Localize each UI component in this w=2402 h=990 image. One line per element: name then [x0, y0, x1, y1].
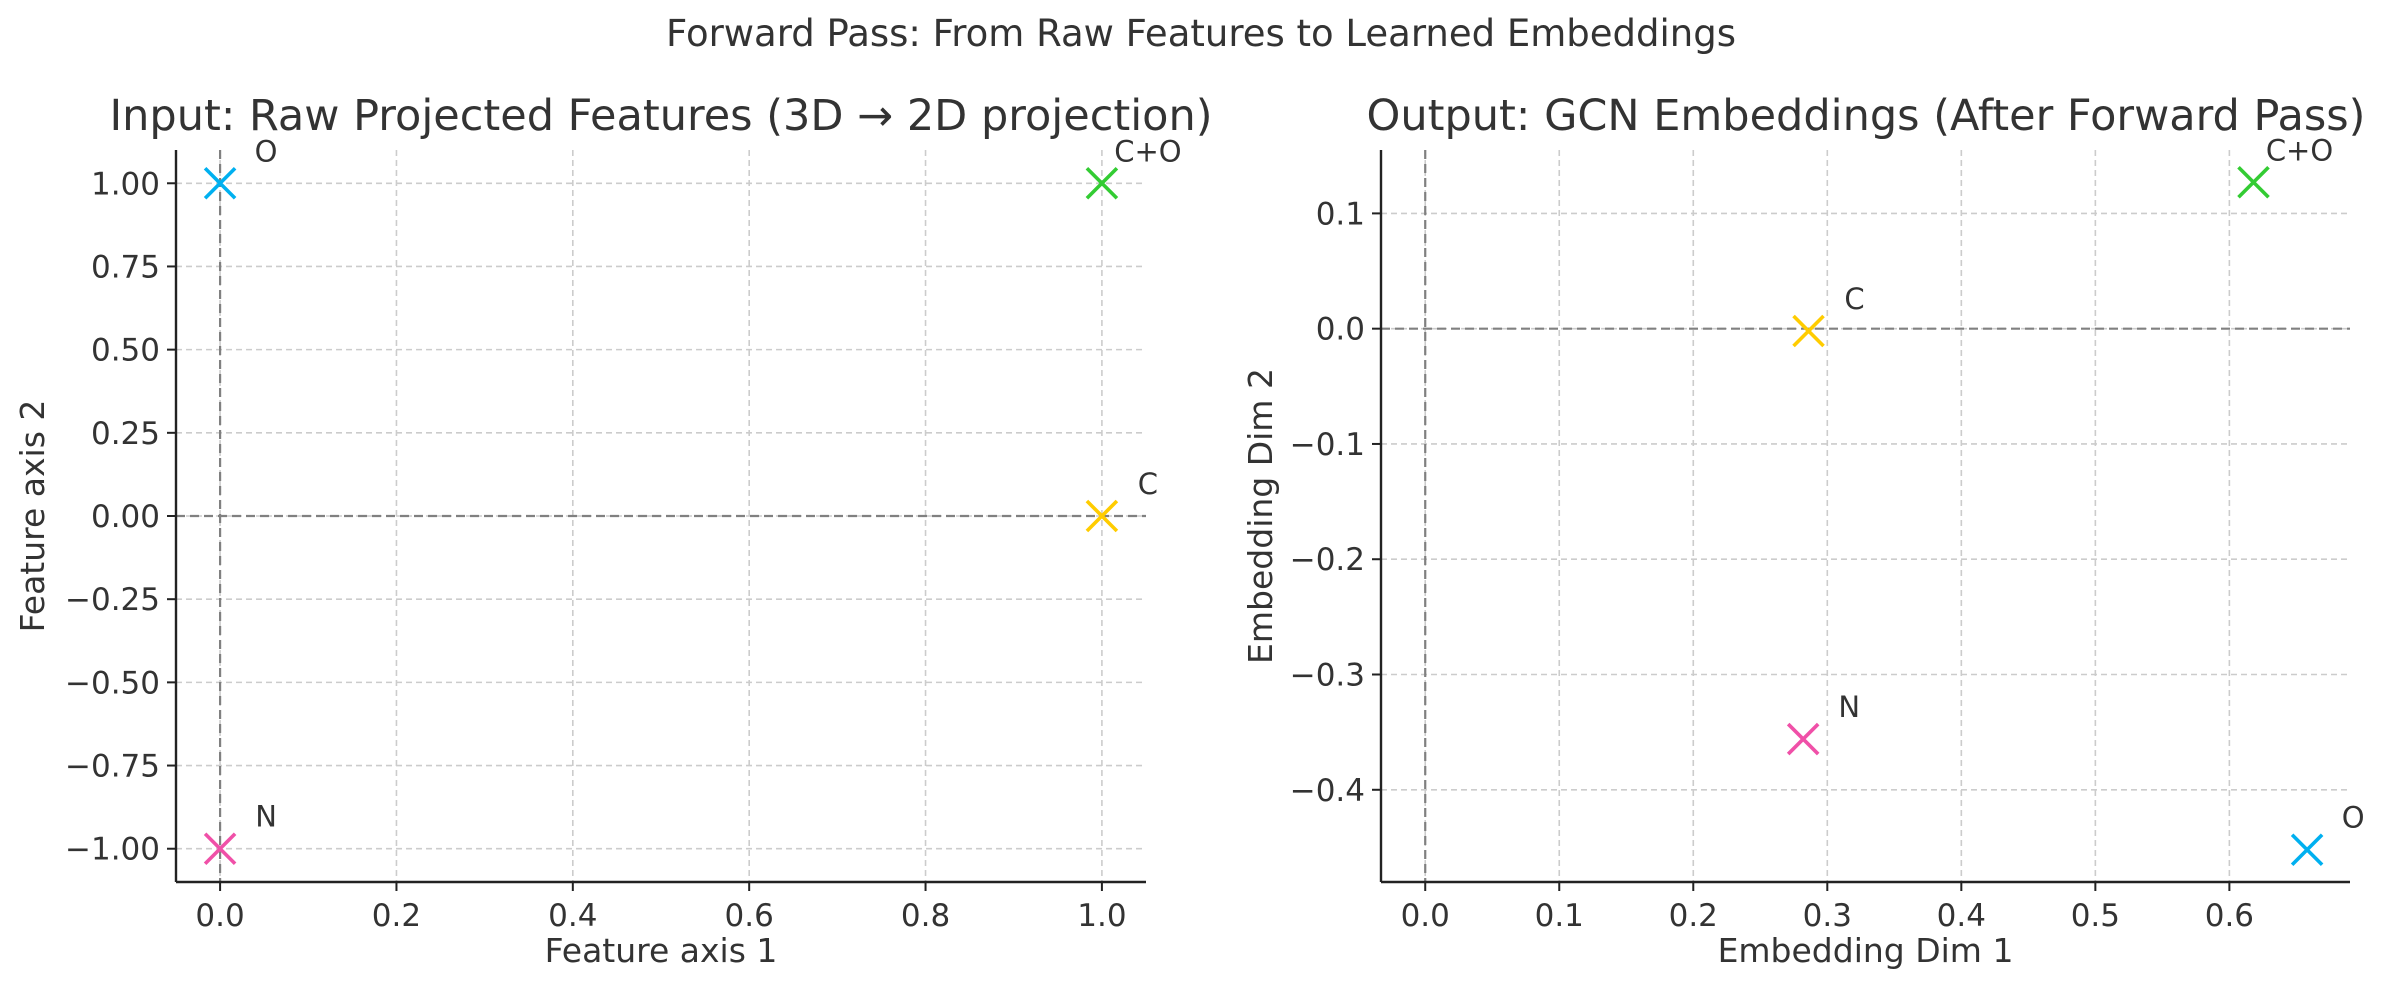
x-axis-label: Embedding Dim 1 — [1718, 931, 2014, 970]
point-label-c-plus-o: C+O — [2266, 133, 2333, 167]
point-marker-c — [1085, 499, 1119, 533]
x-tick-label: 0.0 — [1401, 898, 1450, 934]
point-label-o: O — [255, 134, 278, 168]
y-tick-label: −0.75 — [65, 749, 160, 785]
y-tick-label: −1.00 — [65, 832, 160, 868]
x-tick-label: 0.1 — [1535, 898, 1584, 934]
point-marker-c — [1792, 314, 1825, 348]
y-tick-label: 1.00 — [91, 166, 160, 202]
point-marker-n — [1786, 722, 1820, 756]
grid — [1381, 150, 2350, 882]
x-tick-label: 0.2 — [1669, 898, 1718, 934]
chart-title: Output: GCN Embeddings (After Forward Pa… — [1367, 91, 2366, 141]
y-tick-label: 0.00 — [91, 499, 160, 535]
point-marker-c-plus-o — [1085, 167, 1119, 200]
y-tick-label: 0.1 — [1316, 196, 1365, 232]
y-tick-label: 0.0 — [1316, 312, 1365, 348]
x-tick-label: 0.6 — [725, 898, 774, 934]
x-axis-label: Feature axis 1 — [545, 931, 778, 970]
point-label-c: C — [1844, 282, 1864, 316]
point-marker-n — [203, 832, 237, 865]
y-tick-label: −0.3 — [1290, 658, 1365, 694]
point-marker-o — [203, 167, 237, 200]
y-tick-label: −0.25 — [65, 582, 160, 618]
point-marker-c-plus-o — [2237, 166, 2270, 199]
x-tick-label: 0.4 — [1937, 898, 1986, 934]
y-tick-label: −0.1 — [1290, 427, 1365, 463]
point-label-n: N — [255, 800, 277, 834]
chart-input-raw-features: Input: Raw Projected Features (3D → 2D p… — [13, 91, 1213, 970]
chart-output-gcn-embeddings: Output: GCN Embeddings (After Forward Pa… — [1241, 91, 2365, 970]
x-tick-label: 0.4 — [548, 898, 597, 934]
y-axis-label: Feature axis 2 — [13, 400, 52, 633]
x-tick-label: 0.3 — [1803, 898, 1852, 934]
x-tick-label: 0.5 — [2071, 898, 2120, 934]
point-label-o: O — [2342, 801, 2365, 835]
y-axis-label: Embedding Dim 2 — [1241, 368, 1280, 664]
x-tick-label: 0.2 — [372, 898, 421, 934]
x-tick-label: 0.0 — [195, 898, 244, 934]
y-tick-label: −0.50 — [65, 665, 160, 701]
x-tick-label: 0.6 — [2205, 898, 2254, 934]
point-label-n: N — [1838, 690, 1860, 724]
y-tick-label: 0.75 — [91, 249, 160, 285]
x-tick-label: 1.0 — [1077, 898, 1126, 934]
point-label-c-plus-o: C+O — [1114, 134, 1181, 168]
figure-suptitle: Forward Pass: From Raw Features to Learn… — [666, 12, 1736, 55]
y-tick-label: 0.25 — [91, 416, 160, 452]
y-tick-label: −0.4 — [1290, 773, 1365, 809]
y-tick-label: 0.50 — [91, 333, 160, 369]
point-label-c: C — [1138, 467, 1158, 501]
x-tick-label: 0.8 — [901, 898, 950, 934]
point-marker-o — [2290, 833, 2324, 866]
chart-title: Input: Raw Projected Features (3D → 2D p… — [110, 91, 1213, 141]
y-tick-label: −0.2 — [1290, 542, 1365, 578]
